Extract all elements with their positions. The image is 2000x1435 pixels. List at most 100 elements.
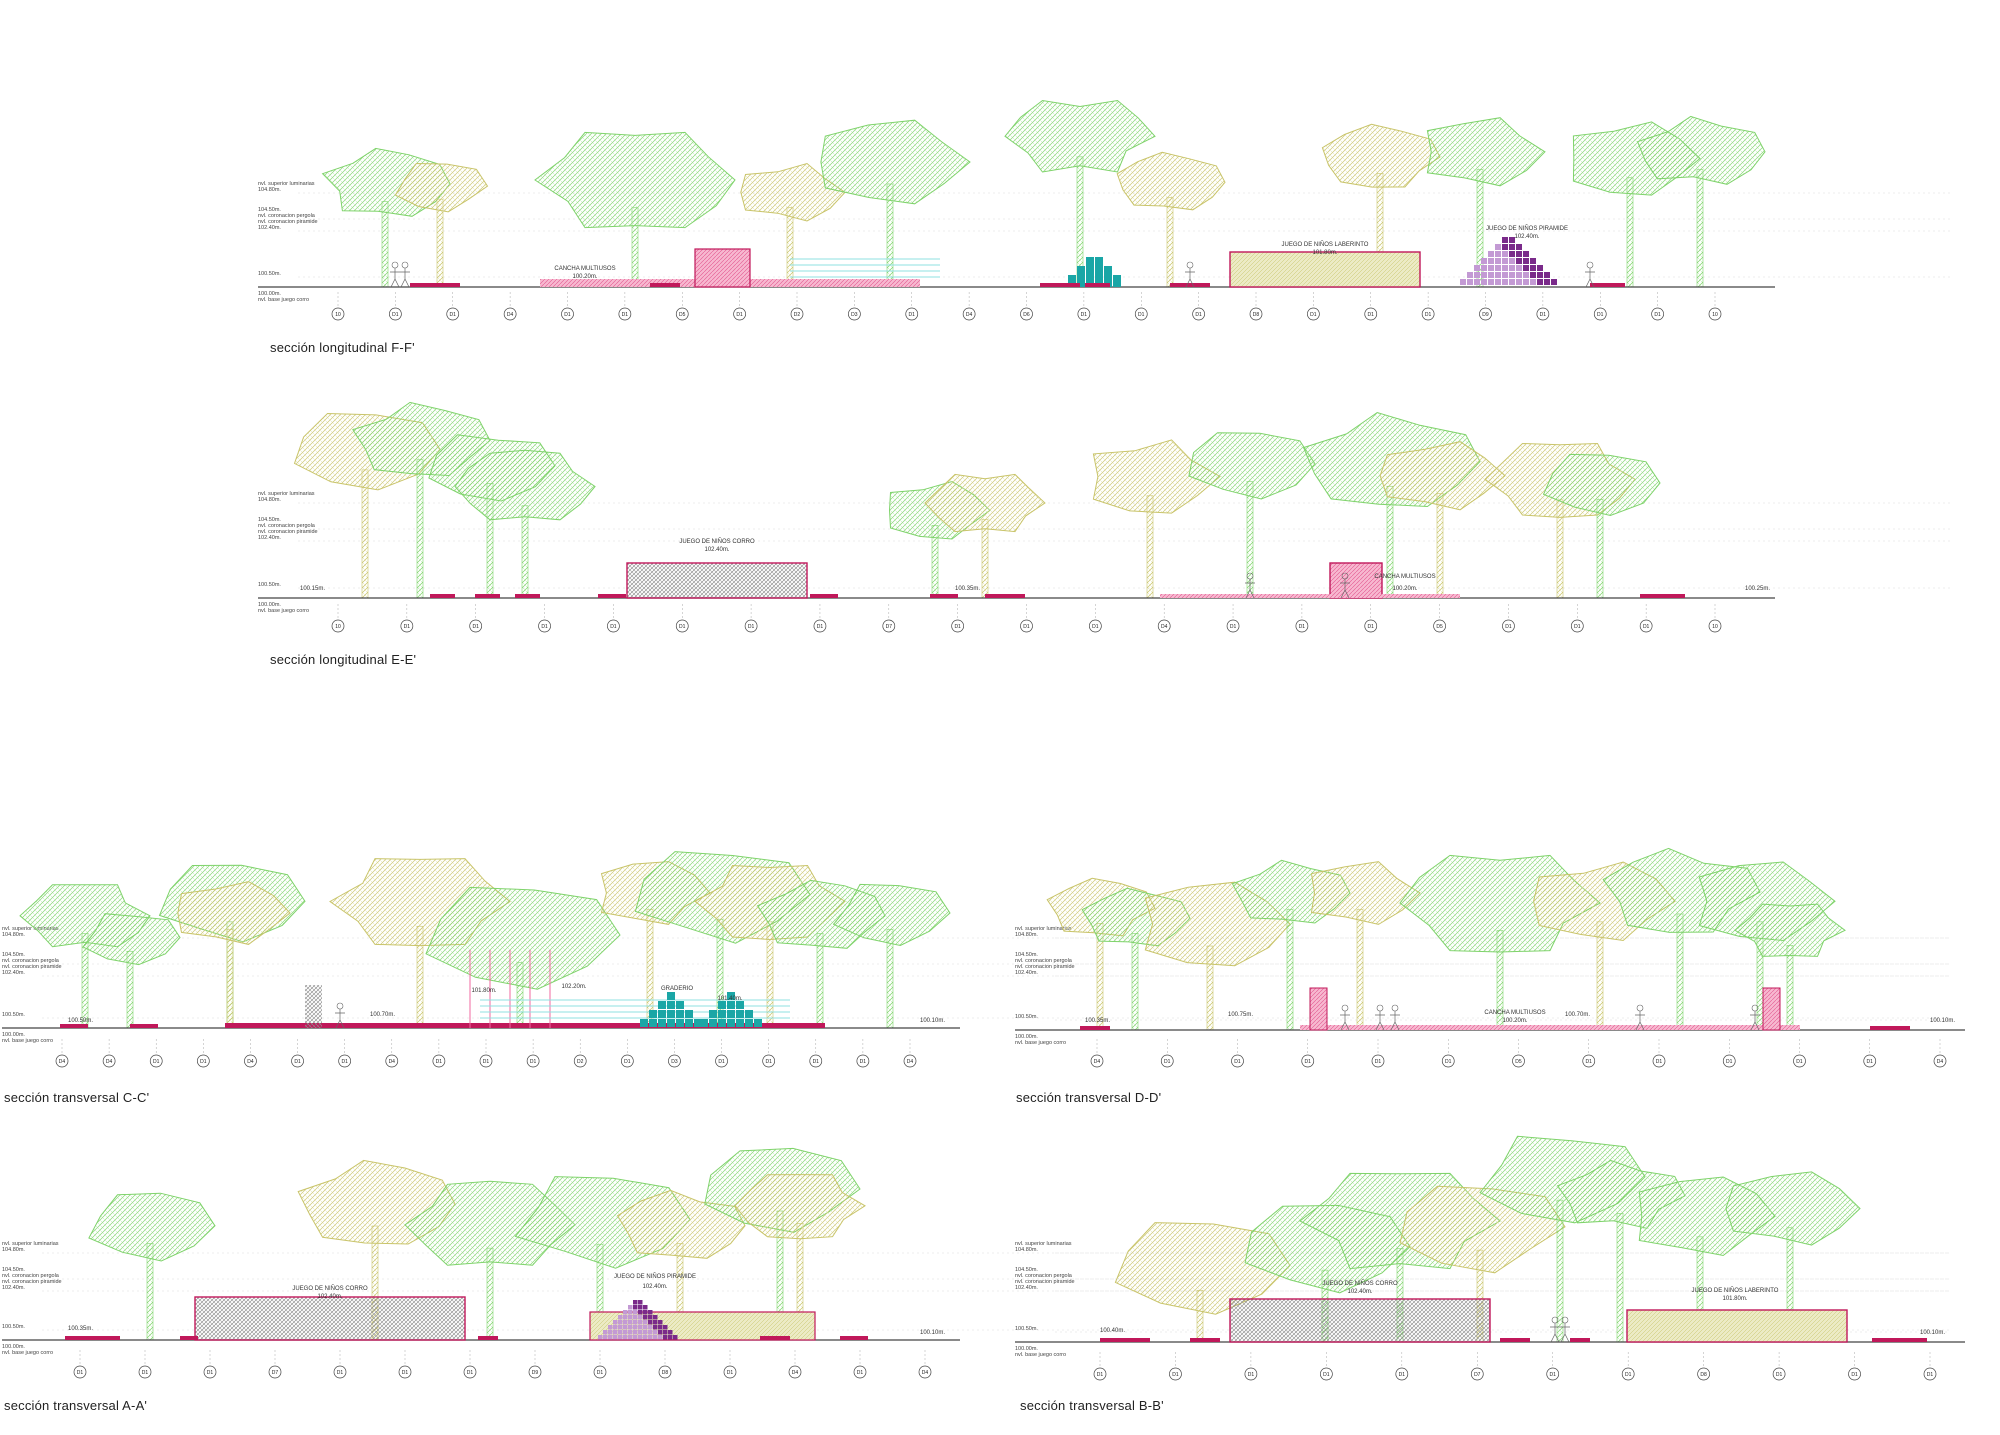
ff-marker-label-6: D5	[679, 312, 686, 318]
ee-tree-0-trunk	[361, 469, 369, 599]
ff-marker-label-5: D1	[622, 312, 629, 318]
ff-teal-block-5	[1113, 275, 1121, 287]
ff-pyr-3-2	[1495, 258, 1501, 264]
cc-tree-9-trunk	[816, 933, 824, 1029]
dd-tree-4-trunk	[1356, 909, 1364, 1031]
aa-lbl-10000: 100.00m.	[2, 1344, 25, 1350]
aa-tree-2-crown	[404, 1180, 576, 1266]
ee-marker-circle-9	[951, 619, 965, 633]
section-title-bb: sección transversal B-B'	[1020, 1398, 1164, 1413]
cc-pyr1-1-2	[667, 1010, 675, 1018]
ff-lbl-perg: nvl. coronacion pergola	[258, 213, 316, 219]
ff-person-0-body	[390, 268, 400, 288]
ee-tree-9-trunk	[1436, 493, 1444, 599]
ff-pyr-1-3	[1488, 272, 1494, 278]
aa-lbl-perg: nvl. coronacion pergola	[2, 1273, 60, 1279]
dd-marker-circle-9	[1722, 1054, 1736, 1068]
aa-pyr-1-5	[628, 1330, 633, 1335]
ff-ann-cancha-sub: 100.20m.	[572, 274, 597, 280]
ff-pyr-1-6	[1509, 272, 1515, 278]
dd-lbl-10000: 100.00m.	[1015, 1034, 1038, 1040]
ff-pyr-6-0	[1502, 237, 1508, 243]
ff-marker-circle-21	[1536, 307, 1550, 321]
aa-marker-label-5: D1	[402, 1370, 409, 1376]
ee-marker-label-3: D1	[541, 624, 548, 630]
cc-marker-circle-8	[432, 1054, 446, 1068]
aa-bench-1	[180, 1336, 198, 1340]
ff-person-0-head	[391, 261, 399, 269]
ff-marker-circle-15	[1192, 307, 1205, 321]
cc-lbl-10450: 104.50m.	[2, 952, 25, 958]
cc-pyr1-1-4	[685, 1010, 693, 1018]
aa-pyr-4-6	[648, 1315, 653, 1320]
aa-pyr-0-8	[638, 1335, 643, 1340]
ff-marker-label-12: D6	[1023, 312, 1030, 318]
ff-pyr-0-1	[1467, 279, 1473, 285]
bb-marker-circle-5	[1470, 1367, 1484, 1381]
ee-tree-11-trunk	[1596, 499, 1604, 599]
ee-ann-b: 100.35m.	[955, 586, 980, 592]
cc-marker-label-14: D1	[718, 1059, 725, 1065]
ee-ann-corro-sub: 102.40m.	[704, 547, 729, 553]
ee-marker-label-8: D7	[886, 624, 893, 630]
aa-pyr-2-10	[658, 1325, 663, 1330]
dd-cancha-floor	[1300, 1025, 1800, 1030]
aa-lbl-10480: 104.80m.	[2, 1247, 25, 1253]
aa-pyr-0-14	[668, 1335, 673, 1340]
aa-pyr-5-2	[633, 1310, 638, 1315]
dd-bench-1	[1870, 1026, 1910, 1030]
ff-marker-circle-8	[790, 307, 804, 321]
aa-marker-circle-6	[463, 1365, 477, 1379]
bb-corro	[1229, 1298, 1491, 1343]
ff-ann-pir-sub: 102.40m.	[1514, 234, 1539, 240]
cc-marker-circle-7	[385, 1054, 399, 1068]
aa-lbl-10240: 102.40m.	[2, 1285, 25, 1291]
aa-pyr-3-6	[643, 1320, 648, 1325]
aa-pyr-0-3	[613, 1335, 618, 1340]
ff-marker-label-1: D1	[392, 312, 399, 318]
aa-marker-circle-2	[203, 1365, 217, 1379]
ee-marker-label-20: 10	[1712, 624, 1718, 630]
aa-bench-0	[65, 1336, 120, 1340]
bb-ann-corro-sub: 102.40m.	[1347, 1289, 1372, 1295]
cc-pyr2-1-3	[736, 1010, 744, 1018]
ee-marker-label-14: D1	[1299, 624, 1306, 630]
dd-marker-circle-7	[1582, 1054, 1596, 1068]
dd-marker-label-10: D1	[1796, 1059, 1803, 1065]
ff-pyr-0-4	[1488, 279, 1494, 285]
ff-ann-lab: JUEGO DE NIÑOS LABERINTO	[1282, 241, 1369, 248]
dd-lbl-10450: 104.50m.	[1015, 952, 1038, 958]
bb-ann-lab: JUEGO DE NIÑOS LABERINTO	[1692, 1287, 1779, 1294]
aa-lbl-base: nvl. base juego corro	[2, 1350, 53, 1356]
ff-marker-label-20: D9	[1482, 312, 1489, 318]
ee-tree-3-crown	[454, 449, 596, 521]
dd-ann-cancha-sub: 100.20m.	[1502, 1018, 1527, 1024]
aa-pyr-3-8	[653, 1320, 658, 1325]
cc-marker-label-12: D1	[624, 1059, 631, 1065]
ff-pyr-6-1	[1509, 237, 1515, 243]
aa-bench-4	[840, 1336, 868, 1340]
bb-bench-2	[1500, 1338, 1530, 1342]
ff-bench-5	[1590, 283, 1625, 287]
section-title-ff: sección longitudinal F-F'	[270, 340, 415, 355]
cc-lbl-base: nvl. base juego corro	[2, 1038, 53, 1044]
ff-marker-circle-10	[905, 307, 919, 321]
ff-tree-6-crown	[1116, 151, 1226, 211]
bb-lbl-pir: nvl. coronacion piramide	[1015, 1279, 1075, 1285]
bb-marker-label-1: D1	[1172, 1372, 1179, 1378]
bb-ann-corro: JUEGO DE NIÑOS CORRO	[1322, 1280, 1398, 1287]
dd-person-0-body	[1340, 1011, 1350, 1031]
ff-marker-circle-20	[1479, 307, 1492, 321]
bb-tree-5-trunk	[1616, 1213, 1624, 1343]
cc-pyr1-1-0	[649, 1010, 657, 1018]
cc-marker-circle-18	[903, 1054, 917, 1068]
aa-pyr-6-0	[628, 1305, 633, 1310]
bb-lbl-lum: nvl. superior luminarias	[1015, 1241, 1072, 1247]
aa-pyr-6-3	[643, 1305, 648, 1310]
ee-lbl-10450: 104.50m.	[258, 517, 281, 523]
aa-pyr-1-1	[608, 1330, 613, 1335]
ee-tree-11-crown	[1542, 453, 1661, 517]
aa-marker-label-1: D1	[142, 1370, 149, 1376]
ff-lbl-10240: 102.40m.	[258, 225, 281, 231]
